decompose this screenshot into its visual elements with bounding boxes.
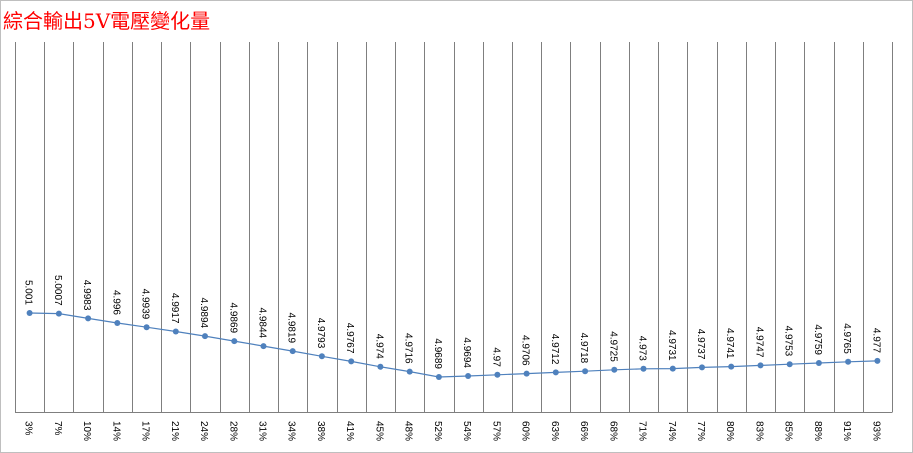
data-point — [231, 338, 238, 345]
x-tick-label: 10% — [81, 421, 92, 441]
data-label: 4.9725 — [607, 331, 618, 362]
x-tick-label: 66% — [578, 421, 589, 441]
data-label: 4.974 — [373, 334, 384, 359]
data-label: 4.9917 — [169, 293, 180, 324]
data-label: 5.001 — [23, 280, 34, 305]
data-point — [55, 310, 62, 317]
data-point — [260, 343, 267, 350]
data-point — [611, 366, 618, 373]
x-tick-label: 63% — [549, 421, 560, 441]
data-label: 4.9983 — [81, 280, 92, 311]
data-point — [435, 374, 442, 380]
x-tick-label: 71% — [637, 421, 648, 441]
data-label: 4.9869 — [227, 303, 238, 334]
x-tick-label: 48% — [403, 421, 414, 441]
data-point — [318, 353, 325, 360]
x-tick-label: 31% — [257, 421, 268, 441]
data-label: 4.9716 — [403, 333, 414, 364]
x-tick-label: 17% — [140, 421, 151, 441]
data-label: 4.9939 — [140, 289, 151, 320]
x-tick-label: 54% — [461, 421, 472, 441]
data-point — [85, 315, 92, 322]
data-label: 4.9819 — [286, 313, 297, 344]
data-label: 4.9712 — [549, 334, 560, 365]
series-line — [29, 312, 878, 378]
data-point — [289, 348, 296, 355]
x-tick-label: 83% — [754, 421, 765, 441]
x-tick-label: 88% — [812, 421, 823, 441]
data-point — [845, 358, 852, 365]
data-point — [640, 365, 647, 372]
data-point — [582, 368, 589, 375]
data-point — [377, 363, 384, 370]
data-label: 4.97 — [490, 347, 501, 367]
data-point — [202, 333, 208, 340]
data-label: 4.9718 — [578, 333, 589, 364]
x-tick-label: 77% — [695, 421, 706, 441]
x-tick-label: 93% — [870, 421, 881, 441]
data-label: 4.9753 — [783, 326, 794, 357]
data-label: 4.996 — [110, 290, 121, 315]
data-label: 4.973 — [637, 336, 648, 361]
x-tick-label: 45% — [373, 421, 384, 441]
data-point — [26, 310, 33, 316]
data-point — [757, 362, 764, 369]
data-point — [114, 320, 121, 326]
data-point — [786, 361, 793, 368]
data-label: 4.9694 — [461, 337, 472, 368]
x-tick-label: 38% — [315, 421, 326, 441]
data-label: 4.9731 — [666, 330, 677, 361]
x-tick-labels: 3% 7% 10% 14% 17% 21% 24% 28% 31% 34% 38% 41% 45% 48%… — [23, 421, 882, 441]
data-label: 4.9767 — [344, 323, 355, 354]
data-point — [406, 368, 413, 375]
data-label: 4.9894 — [198, 298, 209, 329]
chart-title: 綜合輸出5V電壓變化量 — [3, 9, 211, 33]
data-label: 4.9689 — [432, 338, 443, 369]
data-point — [699, 364, 705, 371]
x-tick-label: 7% — [52, 421, 63, 436]
data-label: 4.9706 — [520, 335, 531, 366]
x-tick-label: 24% — [198, 421, 209, 441]
data-point — [552, 369, 559, 376]
data-label: 4.9747 — [754, 327, 765, 358]
data-point — [728, 363, 735, 370]
data-point — [874, 357, 881, 364]
x-tick-label: 74% — [666, 421, 677, 441]
gridlines — [15, 42, 893, 412]
data-labels: 5.001 5.0007 4.9983 4.996 4.9939 4.9917 4.9894… — [23, 275, 882, 369]
data-label: 5.0007 — [52, 275, 63, 306]
x-tick-label: 41% — [344, 421, 355, 441]
data-label: 4.9765 — [841, 323, 852, 354]
x-tick-label: 60% — [520, 421, 531, 441]
data-point — [348, 358, 355, 365]
x-tick-label: 14% — [110, 421, 121, 441]
data-point — [523, 370, 530, 377]
x-tick-label: 91% — [841, 421, 852, 441]
x-tick-label: 68% — [607, 421, 618, 441]
data-point — [172, 328, 179, 335]
x-tick-label: 34% — [286, 421, 297, 441]
x-tick-label: 28% — [227, 421, 238, 441]
data-label: 4.9741 — [724, 328, 735, 359]
data-label: 4.977 — [870, 328, 881, 353]
data-point — [669, 365, 676, 372]
data-label: 4.9844 — [257, 308, 268, 339]
x-tick-label: 3% — [23, 421, 34, 436]
x-tick-label: 57% — [490, 421, 501, 441]
data-point — [815, 360, 822, 366]
x-tick-label: 52% — [432, 421, 443, 441]
data-point — [465, 373, 472, 379]
x-tick-label: 85% — [783, 421, 794, 441]
data-label: 4.9793 — [315, 318, 326, 349]
data-point — [143, 324, 150, 331]
x-tick-label: 21% — [169, 421, 180, 441]
data-label: 4.9737 — [695, 329, 706, 360]
data-label: 4.9759 — [812, 324, 823, 355]
series-voltage — [26, 310, 881, 380]
x-tick-label: 80% — [724, 421, 735, 441]
data-point — [494, 371, 501, 378]
